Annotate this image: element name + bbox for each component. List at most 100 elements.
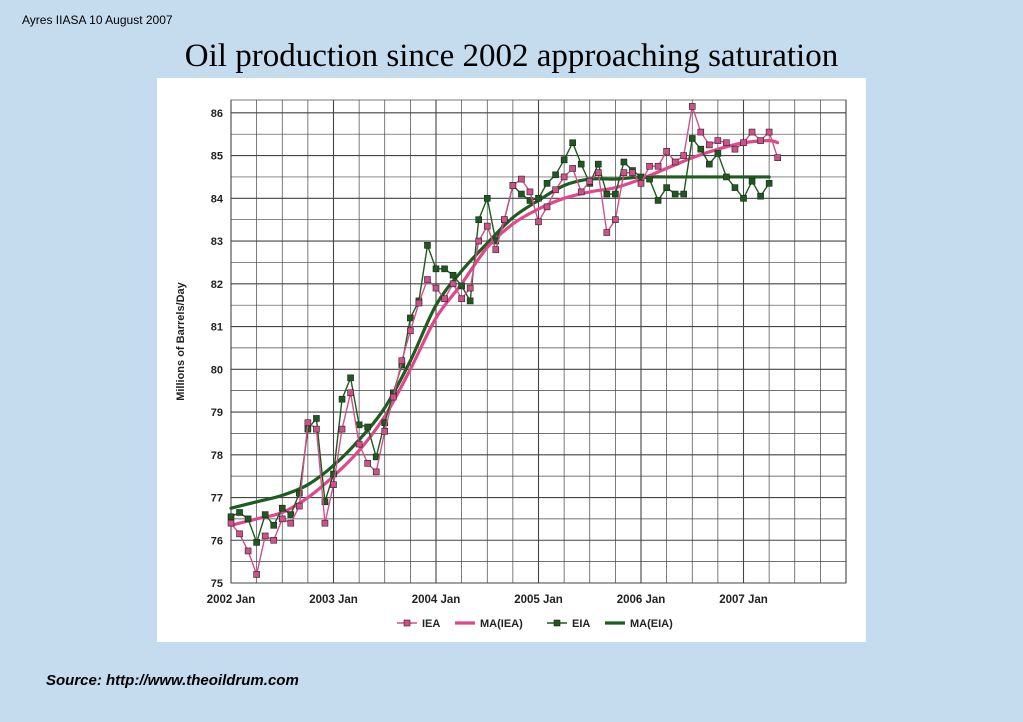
- data-point-eia: [603, 190, 611, 198]
- data-point-eia: [347, 374, 354, 382]
- data-point-iea: [475, 237, 483, 245]
- data-point-iea: [765, 128, 773, 136]
- data-point-eia: [620, 158, 628, 166]
- data-point-eia: [723, 173, 730, 181]
- data-point-eia: [278, 504, 286, 512]
- data-point-eia: [270, 521, 278, 529]
- data-point-eia: [594, 160, 602, 168]
- x-tick-label: 2007 Jan: [719, 594, 768, 606]
- data-point-iea: [535, 218, 542, 226]
- data-point-iea: [415, 299, 423, 307]
- data-point-eia: [654, 197, 662, 204]
- data-point-iea: [432, 284, 440, 292]
- data-point-iea: [663, 147, 670, 155]
- data-point-iea: [680, 152, 688, 159]
- data-point-iea: [304, 419, 312, 427]
- data-point-eia: [731, 184, 739, 191]
- data-point-eia: [407, 314, 414, 322]
- data-point-eia: [475, 216, 483, 223]
- data-point-iea: [236, 530, 243, 538]
- data-point-iea: [518, 175, 525, 183]
- data-point-iea: [731, 145, 739, 153]
- data-point-iea: [509, 182, 517, 189]
- data-point-eia: [441, 265, 448, 273]
- oil-production-chart: 75 76 77 78 79 80 81 82 83 84 85 86 2002 Jan 2003 Jan…: [175, 99, 847, 630]
- data-point-iea: [449, 280, 457, 288]
- data-point-eia: [330, 470, 337, 478]
- data-point-iea: [313, 425, 320, 433]
- data-point-iea: [757, 137, 764, 144]
- data-point-iea: [287, 519, 295, 527]
- data-point-eia: [244, 515, 252, 523]
- data-point-iea: [569, 165, 576, 172]
- data-point-eia: [227, 513, 235, 521]
- data-point-eia: [313, 415, 320, 422]
- data-point-eia: [748, 177, 756, 185]
- data-point-iea: [407, 327, 414, 335]
- y-tick-label: 75: [211, 578, 223, 590]
- data-point-iea: [594, 169, 602, 176]
- y-tick-label: 79: [211, 407, 223, 419]
- header-note: Ayres IIASA 10 August 2007: [22, 13, 173, 27]
- data-point-eia: [740, 195, 747, 202]
- data-point-eia: [663, 184, 670, 191]
- data-point-iea: [261, 532, 269, 540]
- data-point-eia: [680, 190, 688, 198]
- data-point-eia: [261, 511, 269, 518]
- data-point-iea: [646, 162, 653, 170]
- data-point-eia: [552, 171, 559, 179]
- data-point-eia: [577, 160, 585, 168]
- data-point-iea: [671, 158, 679, 166]
- y-tick-label: 81: [211, 322, 223, 334]
- data-point-eia: [296, 489, 303, 497]
- data-point-iea: [244, 547, 252, 555]
- data-point-eia: [560, 156, 568, 164]
- series-line-eia: [230, 136, 770, 545]
- data-point-iea: [347, 389, 354, 397]
- data-point-eia: [612, 190, 619, 198]
- data-point-eia: [483, 195, 491, 202]
- data-point-iea: [364, 460, 371, 467]
- data-point-eia: [569, 139, 576, 147]
- data-point-iea: [697, 128, 705, 136]
- data-point-eia: [364, 423, 371, 431]
- x-tick-label: 2003 Jan: [309, 594, 358, 606]
- data-point-iea: [321, 519, 329, 527]
- series-line-maiea: [229, 139, 780, 527]
- legend-label-maiea: MA(IEA): [480, 618, 523, 630]
- data-point-iea: [270, 536, 278, 544]
- data-point-iea: [552, 186, 559, 194]
- data-point-iea: [603, 229, 611, 236]
- data-point-iea: [492, 246, 500, 253]
- data-point-eia: [424, 242, 431, 249]
- data-point-iea: [466, 284, 474, 292]
- data-point-eia: [697, 145, 705, 153]
- y-tick-label: 78: [211, 450, 223, 462]
- data-point-eia: [381, 419, 389, 427]
- data-point-iea: [253, 571, 260, 578]
- y-tick-label: 77: [211, 493, 223, 505]
- data-point-iea: [723, 139, 730, 147]
- legend-marker-eia: [553, 619, 561, 627]
- data-point-eia: [543, 180, 551, 187]
- source-note: Source: http://www.theoildrum.com: [46, 672, 299, 689]
- data-point-eia: [518, 190, 525, 198]
- data-point-iea: [458, 295, 465, 303]
- data-point-iea: [338, 425, 346, 433]
- data-point-iea: [424, 276, 431, 283]
- data-point-eia: [646, 175, 653, 183]
- data-point-iea: [526, 188, 534, 196]
- data-point-iea: [774, 154, 781, 162]
- data-point-iea: [296, 502, 303, 510]
- x-tick-label: 2004 Jan: [412, 594, 461, 606]
- data-point-eia: [671, 190, 679, 198]
- data-point-eia: [714, 150, 722, 157]
- x-tick-label: 2005 Jan: [514, 594, 563, 606]
- legend-marker-iea: [403, 619, 411, 627]
- data-point-eia: [458, 282, 465, 290]
- data-point-eia: [338, 395, 346, 403]
- data-point-iea: [543, 203, 551, 211]
- data-point-eia: [432, 265, 440, 273]
- y-axis-label: Millions of Barrels/Day: [175, 281, 187, 400]
- data-point-iea: [612, 216, 619, 223]
